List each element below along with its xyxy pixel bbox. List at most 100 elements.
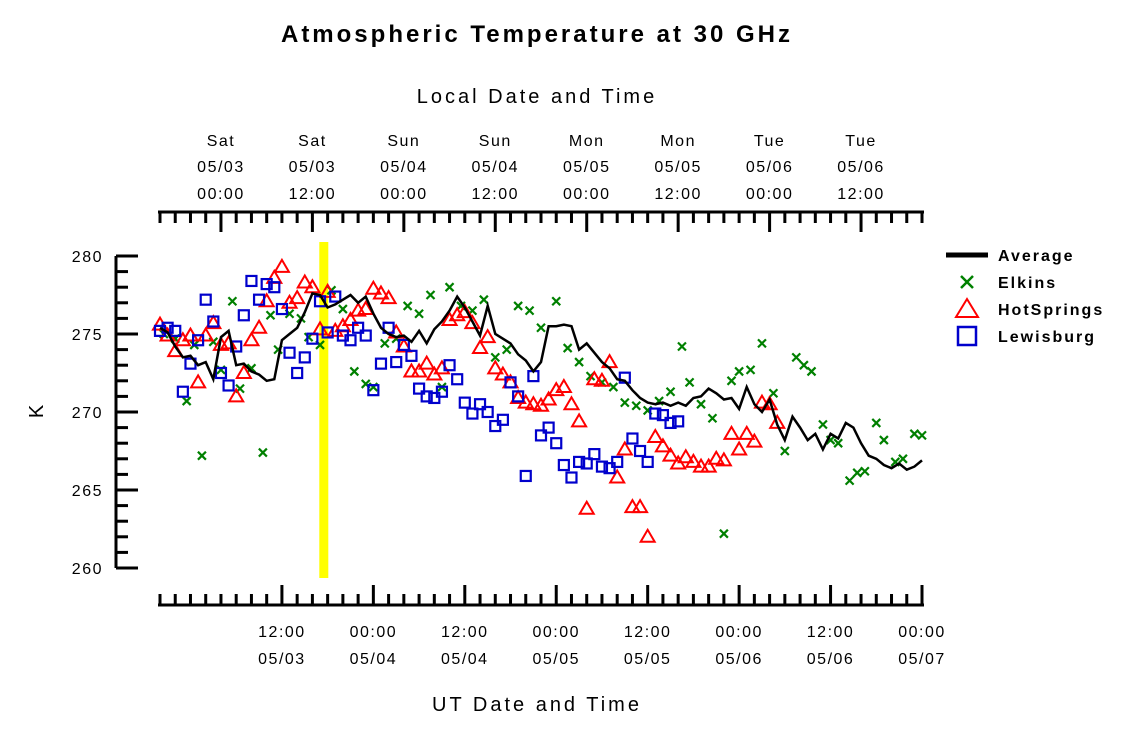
top-axis: Sat 05/03 00:00 Sat 05/03 12:00 Sun 05/04 00:00 S… bbox=[158, 133, 924, 232]
hotsprings-point bbox=[379, 289, 398, 305]
lewisburg-point bbox=[390, 355, 403, 369]
hotsprings-point bbox=[524, 395, 543, 411]
lewisburg-point bbox=[633, 444, 647, 458]
bottom-axis: 12:00 05/03 00:00 05/04 12:00 05/04 00:00 05/05… bbox=[158, 585, 946, 668]
lewisburg-point bbox=[252, 293, 266, 306]
lewisburg-point bbox=[550, 437, 563, 450]
elkins-point bbox=[620, 397, 630, 408]
hotsprings-point bbox=[372, 284, 390, 300]
hotsprings-point bbox=[684, 452, 703, 468]
top-tick-time: 00:00 bbox=[197, 186, 245, 203]
top-tick-date: 05/03 bbox=[289, 159, 337, 176]
lewisburg-point bbox=[481, 405, 494, 419]
lewisburg-point bbox=[428, 391, 441, 405]
hotsprings-point bbox=[699, 457, 718, 473]
top-tick-day: Sat bbox=[207, 133, 236, 150]
hotsprings-point bbox=[616, 440, 634, 456]
lewisburg-point bbox=[557, 458, 570, 472]
lewisburg-point bbox=[443, 359, 456, 372]
elkins-point bbox=[768, 388, 779, 399]
elkins-point bbox=[745, 365, 756, 375]
elkins-point bbox=[879, 435, 889, 445]
lewisburg-point bbox=[283, 346, 296, 359]
legend-label: HotSprings bbox=[998, 302, 1104, 319]
lewisburg-point bbox=[397, 338, 410, 352]
top-tick-day: Tue bbox=[754, 133, 785, 150]
lewisburg-point bbox=[572, 455, 586, 469]
lewisburg-point bbox=[588, 448, 601, 461]
highlight-band bbox=[319, 242, 329, 578]
lewisburg-point bbox=[496, 413, 509, 426]
chart-title: Atmospheric Temperature at 30 GHz bbox=[281, 21, 793, 48]
lewisburg-point bbox=[664, 416, 677, 430]
series-lewisburg bbox=[153, 274, 685, 484]
bottom-axis-title: UT Date and Time bbox=[432, 694, 642, 716]
lewisburg-point bbox=[405, 349, 418, 362]
hotsprings-point bbox=[456, 303, 474, 319]
y-tick-label: 275 bbox=[72, 327, 103, 344]
elkins-point bbox=[490, 352, 501, 363]
hotsprings-point bbox=[677, 448, 695, 464]
hotsprings-point bbox=[471, 339, 489, 355]
bottom-tick-time: 00:00 bbox=[898, 624, 946, 641]
elkins-point bbox=[799, 360, 809, 370]
bottom-tick-time: 12:00 bbox=[258, 624, 306, 641]
lewisburg-point bbox=[512, 390, 525, 403]
hotsprings-point bbox=[722, 424, 741, 440]
lewisburg-point bbox=[534, 429, 548, 442]
hotsprings-point bbox=[227, 387, 245, 403]
bottom-tick-time: 12:00 bbox=[624, 624, 672, 641]
elkins-point bbox=[574, 357, 584, 367]
hotsprings-point bbox=[356, 300, 375, 316]
elkins-point bbox=[917, 430, 927, 441]
top-axis-title: Local Date and Time bbox=[417, 86, 657, 108]
bottom-tick-date: 05/03 bbox=[258, 651, 306, 668]
elkins-point bbox=[860, 466, 870, 477]
hotsprings-point bbox=[242, 331, 261, 347]
legend-item-elkins: Elkins bbox=[960, 275, 1057, 292]
elkins-point bbox=[414, 308, 424, 319]
elkins-point bbox=[909, 429, 920, 439]
hotsprings-point bbox=[547, 381, 565, 397]
hotsprings-point bbox=[654, 437, 672, 453]
elkins-point bbox=[757, 338, 767, 349]
hotsprings-point bbox=[570, 412, 588, 428]
hotsprings-point bbox=[448, 306, 466, 322]
hotsprings-point bbox=[478, 328, 497, 344]
legend-triangle-swatch bbox=[954, 297, 980, 318]
hotsprings-point bbox=[235, 364, 253, 379]
top-tick-date: 05/04 bbox=[472, 159, 520, 176]
top-tick-day: Sun bbox=[479, 133, 512, 150]
hotsprings-point bbox=[364, 279, 383, 295]
elkins-point bbox=[513, 301, 523, 311]
top-tick-time: 12:00 bbox=[837, 186, 885, 203]
elkins-point bbox=[707, 413, 718, 424]
elkins-point bbox=[780, 446, 790, 456]
elkins-point bbox=[197, 450, 207, 461]
top-tick-day: Mon bbox=[660, 133, 696, 150]
elkins-point bbox=[380, 338, 390, 349]
bottom-tick-date: 05/06 bbox=[807, 651, 855, 668]
hotsprings-point bbox=[661, 446, 680, 462]
elkins-point bbox=[338, 304, 348, 314]
legend-x-swatch bbox=[960, 275, 974, 289]
hotsprings-point bbox=[440, 310, 459, 326]
lewisburg-point bbox=[260, 277, 273, 291]
hotsprings-point bbox=[280, 293, 299, 309]
lewisburg-point bbox=[192, 334, 205, 347]
lewisburg-point bbox=[352, 321, 365, 334]
legend-label: Elkins bbox=[998, 275, 1057, 292]
top-tick-day: Tue bbox=[845, 133, 876, 150]
lewisburg-point bbox=[412, 382, 426, 395]
top-tick-day: Sun bbox=[387, 133, 420, 150]
hotsprings-point bbox=[204, 314, 223, 330]
bottom-tick-time: 12:00 bbox=[807, 624, 855, 641]
lewisburg-point bbox=[595, 460, 609, 473]
hotsprings-point bbox=[646, 427, 665, 443]
lewisburg-point bbox=[207, 315, 220, 328]
elkins-point bbox=[227, 296, 238, 307]
elkins-point bbox=[631, 400, 642, 411]
top-tick-time: 00:00 bbox=[563, 186, 611, 203]
elkins-point bbox=[791, 352, 802, 363]
hotsprings-point bbox=[410, 362, 428, 378]
